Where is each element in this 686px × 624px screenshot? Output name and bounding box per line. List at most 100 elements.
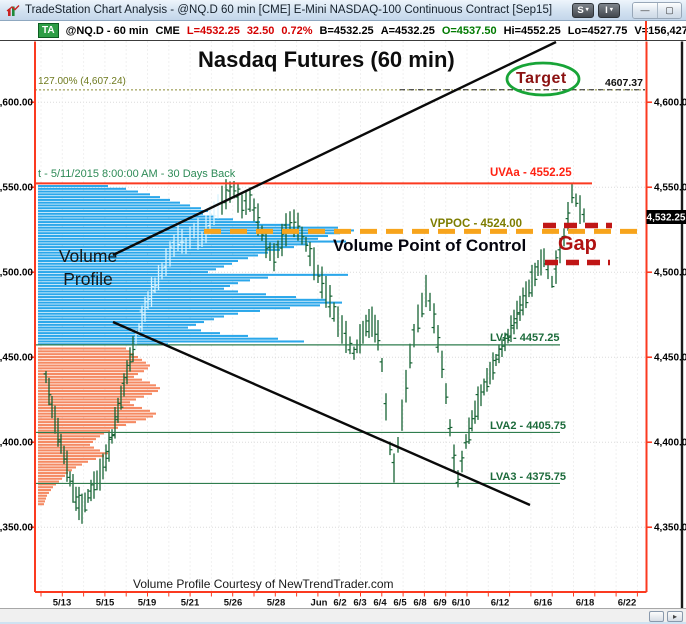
lva3-label: LVA3 - 4375.75 (490, 471, 567, 483)
volume-profile-bar-blue (38, 246, 294, 249)
minimize-button[interactable]: — (633, 2, 657, 18)
date-label: 5/15 (96, 598, 115, 609)
volume-profile-bar-orange (38, 494, 47, 497)
vppoc-label: VPPOC - 4524.00 (430, 218, 523, 230)
volume-profile-bar-blue (38, 229, 354, 232)
maximize-button[interactable]: ▢ (657, 2, 681, 18)
volume-profile-bar-blue (38, 296, 296, 299)
volume-profile-bar-blue (38, 198, 170, 201)
footer-label: Volume Profile Courtesy of NewTrendTrade… (133, 577, 394, 591)
volume-profile-bar-orange (38, 350, 130, 353)
y-axis-label: 4,450.00 (654, 353, 686, 364)
volume-profile-bar-blue (38, 329, 201, 332)
net-change: 32.50 (246, 24, 275, 37)
styles-button[interactable]: S ▾ (572, 2, 594, 18)
volume-profile-bar-orange (38, 375, 134, 378)
chart-title: Nasdaq Futures (60 min) (198, 47, 455, 72)
styles-button-label: S (577, 4, 584, 16)
volume-profile-bar-orange (38, 364, 150, 367)
volume-profile-bar-orange (38, 370, 144, 373)
bid-price: B=4532.25 (319, 24, 374, 37)
volume-profile-bar-blue (38, 226, 338, 229)
symbol-label: @NQ.D - 60 min (65, 24, 149, 37)
volume-profile-bar-blue (38, 201, 180, 204)
volume-profile-bar-orange (38, 469, 72, 472)
last-price-marker-label: 4,532.25 (647, 213, 686, 224)
title-bar[interactable]: TradeStation Chart Analysis - @NQ.D 60 m… (0, 0, 686, 21)
ta-badge[interactable]: TA (38, 23, 59, 38)
volume-profile-bar-blue (38, 248, 280, 251)
y-axis-label: 4,400.00 (0, 438, 33, 449)
scrollbar-right-arrow[interactable]: ▸ (667, 611, 683, 622)
volume-profile-bar-blue (38, 223, 290, 226)
date-label: 6/10 (452, 598, 471, 609)
volume-profile-bar-orange (38, 477, 62, 480)
volume-profile-bar-orange (38, 381, 150, 384)
high-price: Hi=4552.25 (503, 24, 561, 37)
volume-profile-bar-blue (38, 232, 340, 235)
volume-profile-bar-orange (38, 463, 82, 466)
volume-profile-bar-blue (38, 265, 224, 268)
volume-profile-bar-orange (38, 438, 96, 441)
volume-profile-bar-orange (38, 412, 156, 415)
volume-profile-bar-orange (38, 406, 142, 410)
volume-profile-bar-orange (38, 378, 142, 381)
chart-canvas[interactable]: 4,600.00 4,600.00 4,550.00 4,550.00 4,500.00… (0, 41, 686, 608)
volume-profile-bar-blue (38, 221, 260, 224)
chevron-down-icon: ▾ (609, 7, 613, 13)
chart-plot-area[interactable]: 4,600.00 4,600.00 4,550.00 4,550.00 4,500.00… (0, 41, 686, 608)
volume-profile-bar-orange (38, 367, 148, 370)
volume-profile-bar-orange (38, 480, 59, 483)
volume-profile-bar-orange (38, 474, 65, 477)
window-bottom-edge (0, 622, 686, 624)
y-axis-label: 4,350.00 (0, 523, 33, 534)
date-label: 5/13 (53, 598, 72, 609)
y-axis-label: 4,550.00 (654, 183, 686, 194)
volume-profile-bar-blue (38, 337, 278, 340)
volume-profile-bar-orange (38, 446, 94, 449)
volume-profile-bar-orange (38, 395, 144, 398)
volume-profile-bar-blue (38, 273, 348, 276)
volume-profile-bar-orange (38, 449, 100, 452)
volume-profile-bar-blue (38, 290, 238, 293)
volume-profile-bar-orange (38, 415, 153, 418)
volume-profile-bar-blue (38, 204, 190, 207)
volume-profile-bar-orange (38, 440, 93, 443)
volume-profile-bar-orange (38, 404, 134, 407)
volume-profile-bar-orange (38, 455, 104, 458)
target-text: Target (516, 70, 567, 87)
volume-profile-bar-orange (38, 435, 100, 438)
volume-profile-bar-orange (38, 503, 44, 506)
trendline (112, 41, 557, 257)
volume-profile-bar-blue (38, 315, 224, 318)
trendline (112, 320, 531, 507)
volume-profile-bar-blue (38, 318, 214, 321)
volume-profile-bar-blue (38, 321, 204, 324)
scrollbar-thumb[interactable] (649, 611, 664, 622)
volume-profile-bar-blue (38, 196, 160, 199)
volume-profile-bar-orange (38, 418, 146, 421)
gap-label: Gap (558, 233, 597, 255)
volume-profile-bar-orange (38, 489, 51, 492)
app-icon (6, 4, 20, 17)
volume-profile-bar-orange (38, 409, 150, 412)
volume-profile-bar-orange (38, 387, 160, 390)
volume-profile-bar-blue (38, 284, 230, 287)
indicators-button[interactable]: I ▾ (598, 2, 620, 18)
volume-profile-bar-orange (38, 384, 156, 387)
date-label: 6/3 (353, 598, 366, 609)
volume-profile-bar-orange (38, 500, 45, 503)
volume-profile-bar-blue (38, 304, 320, 307)
volume-profile-bar-orange (38, 355, 138, 359)
target-price-label: 4607.37 (605, 77, 643, 89)
volume-profile-bar-blue (38, 262, 232, 265)
volume-profile-bar-blue (38, 190, 138, 193)
volume-profile-bar-orange (38, 361, 146, 364)
volume-profile-bar-orange (38, 460, 88, 463)
volume-profile-bar-blue (38, 268, 216, 271)
horizontal-scrollbar[interactable]: ▸ (0, 608, 686, 624)
volume-profile-bar-orange (38, 426, 118, 429)
uva-label: UVAa - 4552.25 (490, 167, 572, 179)
volume-profile-bar-blue (38, 209, 208, 213)
